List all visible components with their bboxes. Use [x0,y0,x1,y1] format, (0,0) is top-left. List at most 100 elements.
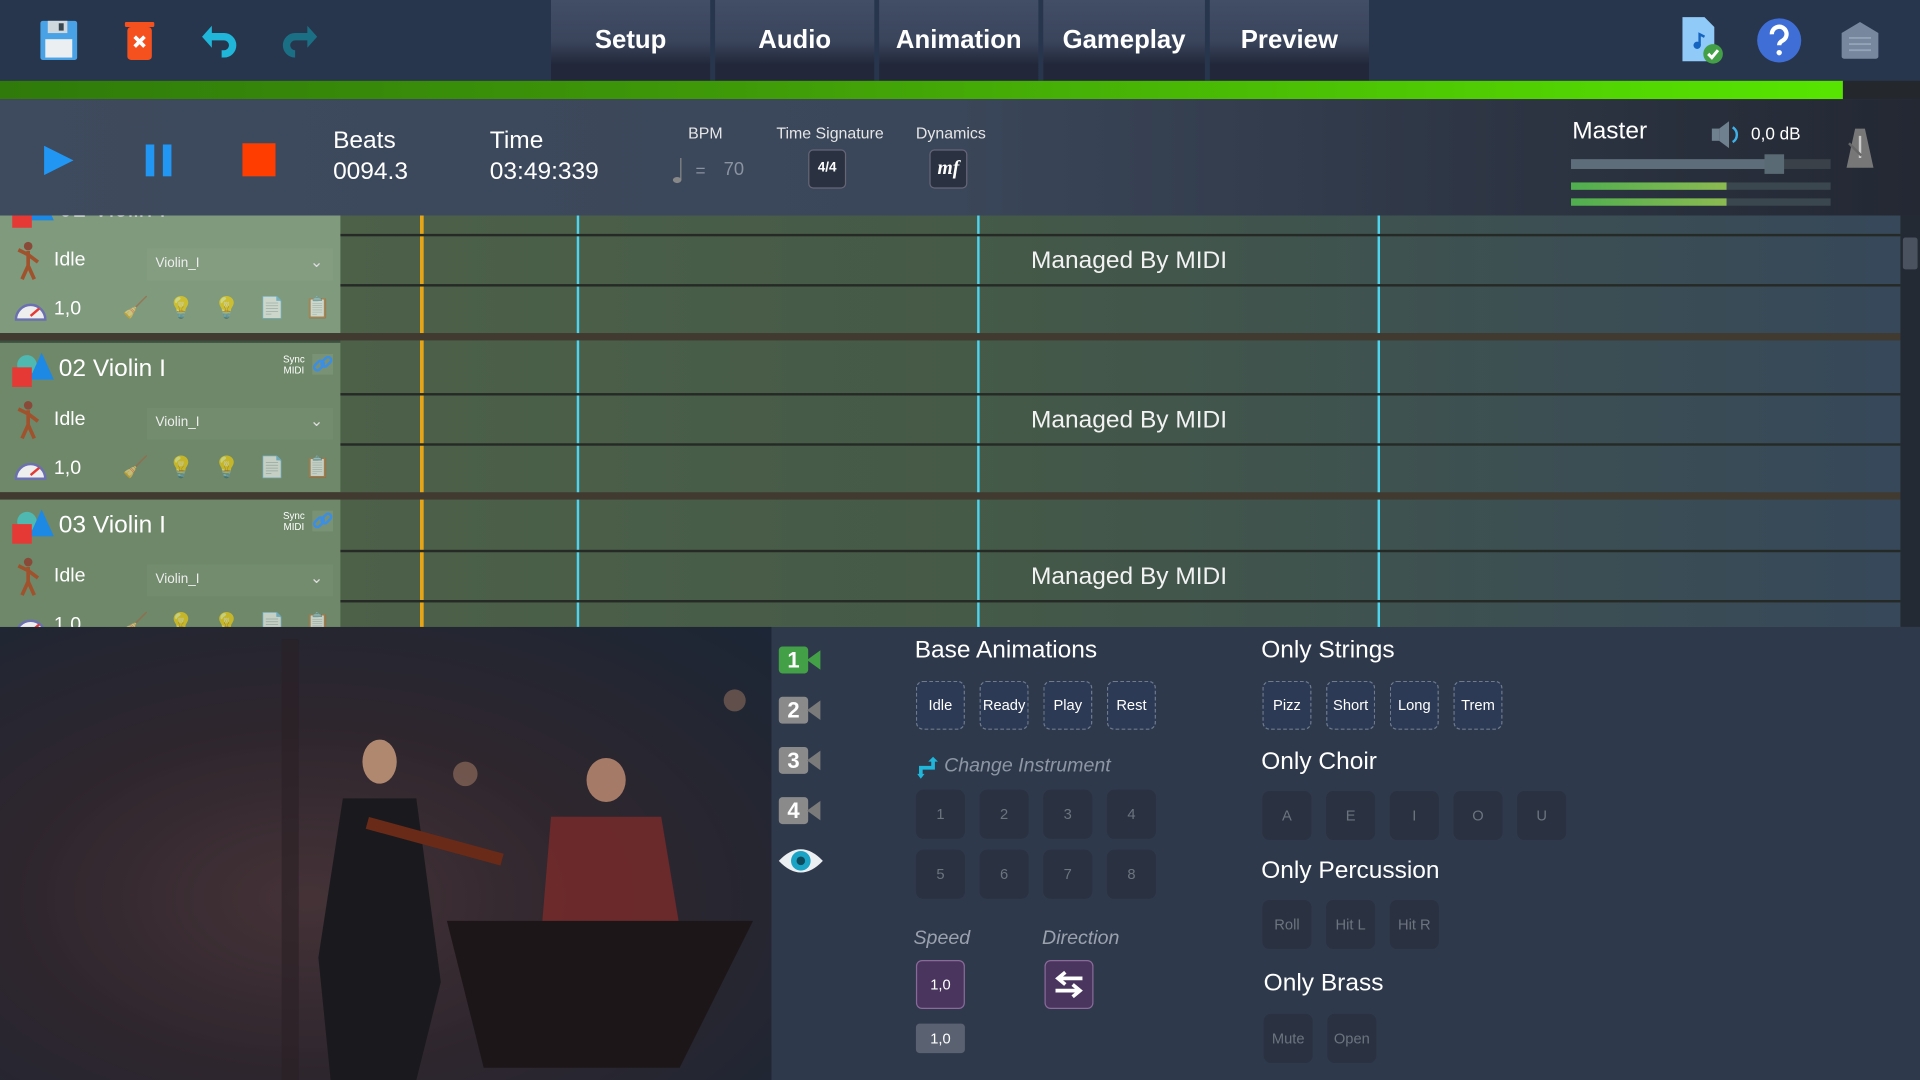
track-tools: 🧹 💡 💡 📄 📋 [122,456,330,480]
base-animation-button[interactable]: Rest [1106,680,1156,730]
copy-icon[interactable]: 📄 [259,455,285,479]
lane-divider [340,284,1901,287]
speaker-icon[interactable] [1711,119,1743,157]
camera-1-button[interactable]: 1 [778,646,823,674]
instrument-slot-button[interactable]: 3 [1043,789,1093,839]
scrollbar-thumb[interactable] [1902,237,1918,270]
bpm-input[interactable]: 70 [723,159,745,181]
base-animation-button[interactable]: Play [1043,680,1093,730]
camera-3-button[interactable]: 3 [778,746,823,774]
bulb-settings-icon[interactable]: 💡 [213,455,240,479]
track-header[interactable]: 03 Violin I Sync MIDI Idle Violin_I ⌄ 1,0 🧹 💡 💡 📄… [0,499,341,627]
delete-icon[interactable] [116,17,163,64]
metronome-icon[interactable] [1844,126,1876,179]
top-toolbar: Setup Audio Animation Gameplay Preview [0,0,1920,81]
paste-icon[interactable]: 📋 [304,296,331,320]
dynamics-button[interactable]: mf [929,149,968,189]
slider-handle[interactable] [1764,154,1784,174]
instrument-slot-button[interactable]: 4 [1106,789,1156,839]
link-icon[interactable] [312,353,334,375]
percussion-button[interactable]: Hit L [1326,900,1376,949]
track-name: 02 Violin I [58,355,166,383]
camera-number: 3 [778,746,809,774]
base-animation-button[interactable]: Ready [979,680,1029,730]
sync-midi-label: Sync MIDI [282,353,305,376]
speed-button[interactable]: 1,0 [915,960,965,1009]
master-volume-slider[interactable] [1571,154,1831,174]
base-animation-button[interactable]: Idle [915,680,965,730]
camera-2-button[interactable]: 2 [778,696,823,724]
bulb-settings-icon[interactable]: 💡 [213,612,240,627]
direction-button[interactable] [1044,960,1094,1009]
choir-button[interactable]: E [1326,791,1376,841]
instrument-dropdown[interactable]: Violin_I ⌄ [146,248,334,281]
only-strings-title: Only Strings [1261,636,1395,664]
brass-button[interactable]: Open [1327,1013,1377,1063]
track-separator [0,492,1901,500]
paste-icon[interactable]: 📋 [304,612,331,627]
instrument-slot-button[interactable]: 7 [1043,849,1093,899]
bulb-note-icon[interactable]: 💡 [167,612,194,627]
paste-icon[interactable]: 📋 [304,455,331,479]
camera-icon [806,800,821,821]
stop-button[interactable] [242,143,276,177]
help-icon[interactable] [1756,17,1803,64]
play-button[interactable] [42,143,76,183]
animation-state: Idle [53,249,86,271]
percussion-button[interactable]: Roll [1262,900,1312,949]
redo-icon[interactable] [277,17,324,64]
broom-icon[interactable]: 🧹 [122,455,149,479]
lane-divider [340,600,1901,603]
lane-status-text: Managed By MIDI [1031,406,1228,434]
link-icon[interactable] [312,510,334,532]
instrument-dropdown[interactable]: Violin_I ⌄ [146,407,334,440]
instrument-slot-button[interactable]: 1 [915,789,965,839]
tab-animation[interactable]: Animation [879,0,1039,81]
bulb-settings-icon[interactable]: 💡 [213,296,240,320]
bulb-note-icon[interactable]: 💡 [167,455,194,479]
instrument-slot-button[interactable]: 6 [979,849,1029,899]
choir-button[interactable]: I [1389,791,1439,841]
bulb-note-icon[interactable]: 💡 [167,296,194,320]
copy-icon[interactable]: 📄 [259,296,285,320]
copy-icon[interactable]: 📄 [259,612,285,627]
tab-gameplay[interactable]: Gameplay [1043,0,1205,81]
track-type-icon [10,215,54,237]
instrument-dropdown[interactable]: Violin_I ⌄ [146,564,334,597]
choir-button[interactable]: A [1262,791,1312,841]
strings-button[interactable]: Long [1389,680,1439,730]
track-scrollbar[interactable] [1900,215,1920,627]
percussion-button[interactable]: Hit R [1389,900,1439,949]
camera-4-button[interactable]: 4 [778,797,823,825]
broom-icon[interactable]: 🧹 [122,296,149,320]
track-header[interactable]: 02 Violin I Sync MIDI Idle Violin_I ⌄ 1,0 🧹 💡 💡 📄… [0,342,341,493]
playback-progress-bar[interactable] [0,80,1920,100]
speedometer-icon [15,612,47,627]
midi-file-ok-icon[interactable] [1678,17,1725,64]
time-signature-button[interactable]: 4/4 [808,149,847,189]
pause-button[interactable] [144,143,173,183]
strings-button[interactable]: Trem [1453,680,1503,730]
instrument-slot-button[interactable]: 8 [1106,849,1156,899]
save-icon[interactable] [36,17,83,64]
home-icon[interactable] [1837,17,1884,64]
playhead[interactable] [420,215,424,627]
instrument-slot-button[interactable]: 5 [915,849,965,899]
tab-setup[interactable]: Setup [551,0,711,81]
undo-icon[interactable] [196,17,243,64]
3d-viewport[interactable] [0,626,772,1080]
tab-audio[interactable]: Audio [715,0,875,81]
strings-button[interactable]: Pizz [1262,680,1312,730]
instrument-slot-button[interactable]: 2 [979,789,1029,839]
tab-preview[interactable]: Preview [1209,0,1369,81]
track-header[interactable]: 01 Violin I Idle Violin_I ⌄ 1,0 🧹 💡 💡 📄 📋 [0,215,341,334]
dynamics-label: Dynamics [915,123,986,143]
choir-button[interactable]: U [1517,791,1567,841]
speed-value-small[interactable]: 1,0 [915,1023,965,1054]
choir-button[interactable]: O [1453,791,1503,841]
eye-icon[interactable] [776,845,825,883]
strings-button[interactable]: Short [1326,680,1376,730]
time-label: Time [489,127,544,155]
broom-icon[interactable]: 🧹 [122,612,149,627]
brass-button[interactable]: Mute [1263,1013,1313,1063]
